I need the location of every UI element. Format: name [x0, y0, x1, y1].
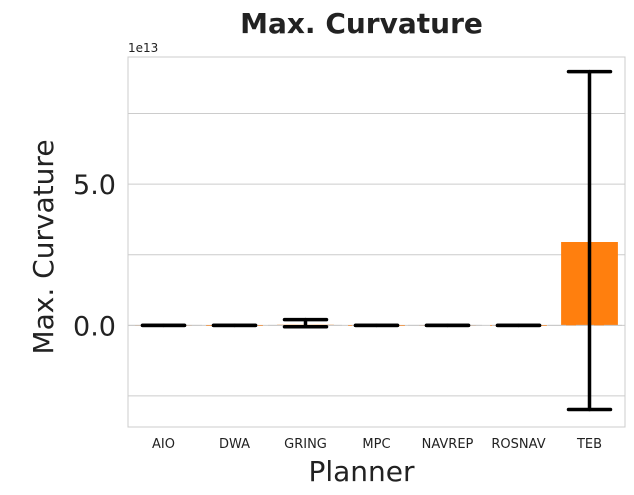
x-tick-label: GRING [284, 437, 327, 452]
x-tick-label: AIO [152, 437, 175, 452]
error-bars [140, 69, 613, 412]
x-tick-label: MPC [362, 437, 390, 452]
chart-title: Max. Curvature [240, 7, 483, 40]
y-axis-label: Max. Curvature [27, 139, 60, 354]
plot-frame [127, 56, 626, 428]
y-offset-label: 1e13 [128, 41, 158, 55]
y-tick-labels: 0.0 5.0 [73, 170, 116, 342]
y-tick-label: 5.0 [73, 170, 116, 201]
grid-lines [128, 112, 625, 397]
x-tick-label: DWA [219, 437, 250, 452]
x-axis-label: Planner [308, 455, 415, 488]
y-tick-label: 0.0 [73, 311, 116, 342]
x-tick-label: TEB [576, 437, 602, 452]
x-tick-label: NAVREP [422, 437, 474, 452]
x-tick-labels: AIO DWA GRING MPC NAVREP ROSNAV TEB [152, 437, 602, 452]
x-tick-label: ROSNAV [491, 437, 545, 452]
